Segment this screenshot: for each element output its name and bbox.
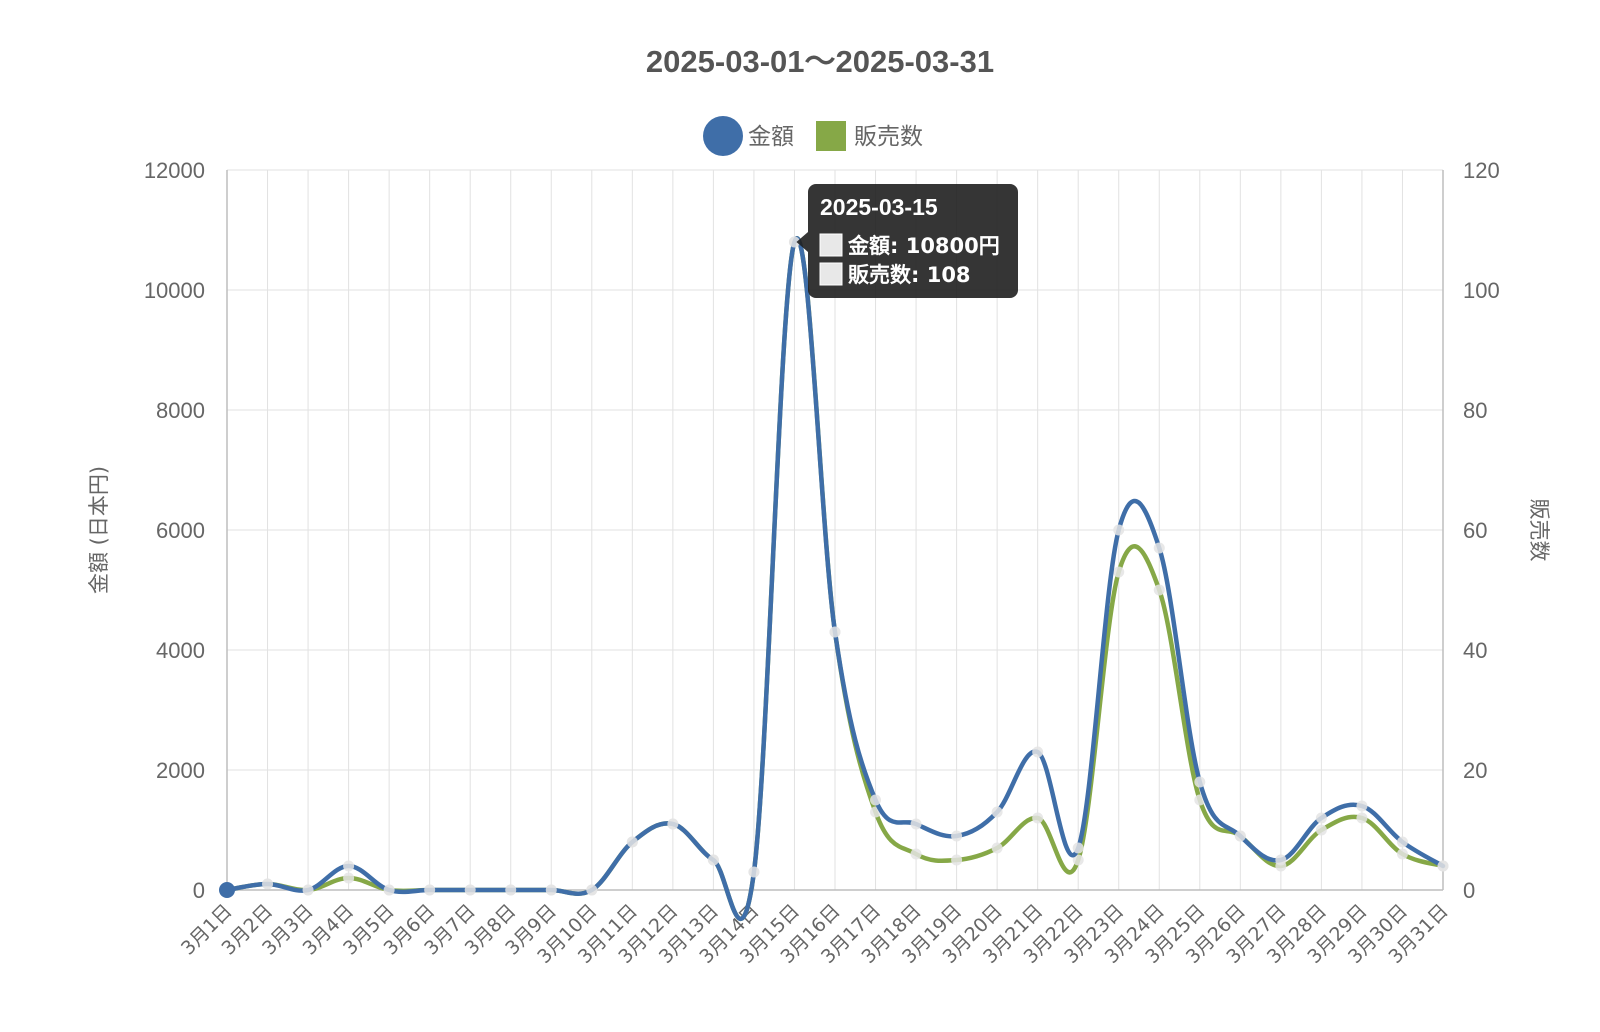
data-point-amount <box>667 818 679 830</box>
legend-marker-amount <box>703 116 743 156</box>
data-point-amount <box>1315 812 1327 824</box>
data-point-amount <box>951 830 963 842</box>
data-point-count <box>1396 848 1408 860</box>
y-left-tick-label: 6000 <box>156 518 205 543</box>
y-left-tick-label: 8000 <box>156 398 205 423</box>
data-point-count <box>1153 584 1165 596</box>
legend-marker-count <box>816 121 846 151</box>
y-right-tick-label: 80 <box>1463 398 1487 423</box>
y-right-axis-title: 販売数 <box>1527 499 1551 562</box>
data-point-count <box>910 848 922 860</box>
data-point-amount <box>1356 800 1368 812</box>
data-point-amount <box>1113 524 1125 536</box>
series-layer <box>219 236 1449 922</box>
data-point-amount <box>505 884 517 896</box>
data-point-amount <box>910 818 922 830</box>
data-point-amount <box>545 884 557 896</box>
y-left-axis-title: 金額 (日本円) <box>87 466 111 594</box>
tooltip-title: 2025-03-15 <box>820 194 938 220</box>
data-point-amount <box>1437 860 1449 872</box>
data-point-amount <box>262 878 274 890</box>
data-point-amount <box>870 794 882 806</box>
tooltip-caret <box>796 232 808 252</box>
data-point-amount <box>424 884 436 896</box>
data-point-amount <box>302 884 314 896</box>
y-left-tick-label: 0 <box>193 878 205 903</box>
data-point-amount <box>1396 836 1408 848</box>
tooltip-box <box>808 184 1018 298</box>
tooltip-line: 金額: 10800円 <box>847 234 1000 258</box>
tooltip-swatch <box>819 233 843 257</box>
data-point-count <box>951 854 963 866</box>
data-point-count <box>1356 812 1368 824</box>
tooltip-swatch <box>819 262 843 286</box>
data-point-amount <box>991 806 1003 818</box>
y-left-tick-label: 10000 <box>144 278 205 303</box>
data-point-count <box>991 842 1003 854</box>
data-point-count <box>1113 566 1125 578</box>
tooltip-line: 販売数: 108 <box>848 263 971 287</box>
data-point-amount <box>748 866 760 878</box>
legend-label-amount: 金額 <box>748 124 794 150</box>
data-point-amount <box>1153 542 1165 554</box>
y-right-tick-label: 20 <box>1463 758 1487 783</box>
legend-label-count: 販売数 <box>854 124 923 150</box>
data-point-amount <box>1072 842 1084 854</box>
data-point-amount <box>829 626 841 638</box>
data-point-count <box>1032 812 1044 824</box>
y-right-tick-label: 40 <box>1463 638 1487 663</box>
y-right-tick-label: 100 <box>1463 278 1500 303</box>
chart-title: 2025-03-01～2025-03-31 <box>646 44 994 79</box>
data-point-amount <box>626 836 638 848</box>
y-right-tick-label: 0 <box>1463 878 1475 903</box>
legend: 金額 販売数 <box>703 116 923 156</box>
y-right-tick-label: 120 <box>1463 158 1500 183</box>
data-point-amount <box>1194 776 1206 788</box>
data-point-amount <box>707 854 719 866</box>
data-point-amount <box>1234 830 1246 842</box>
y-left-tick-label: 2000 <box>156 758 205 783</box>
y-left-tick-label: 4000 <box>156 638 205 663</box>
data-point-count <box>343 872 355 884</box>
data-point-amount <box>788 236 800 248</box>
series-amount <box>221 236 1449 922</box>
data-point-amount <box>1275 854 1287 866</box>
data-point-count <box>1315 824 1327 836</box>
grid <box>226 169 1444 891</box>
data-point-amount <box>464 884 476 896</box>
data-point-amount <box>586 884 598 896</box>
data-point-amount <box>1032 746 1044 758</box>
data-point-amount <box>343 860 355 872</box>
data-point-count <box>1072 854 1084 866</box>
data-point-amount <box>383 884 395 896</box>
data-point-highlight <box>219 882 235 898</box>
y-right-tick-label: 60 <box>1463 518 1487 543</box>
y-left-tick-label: 12000 <box>144 158 205 183</box>
